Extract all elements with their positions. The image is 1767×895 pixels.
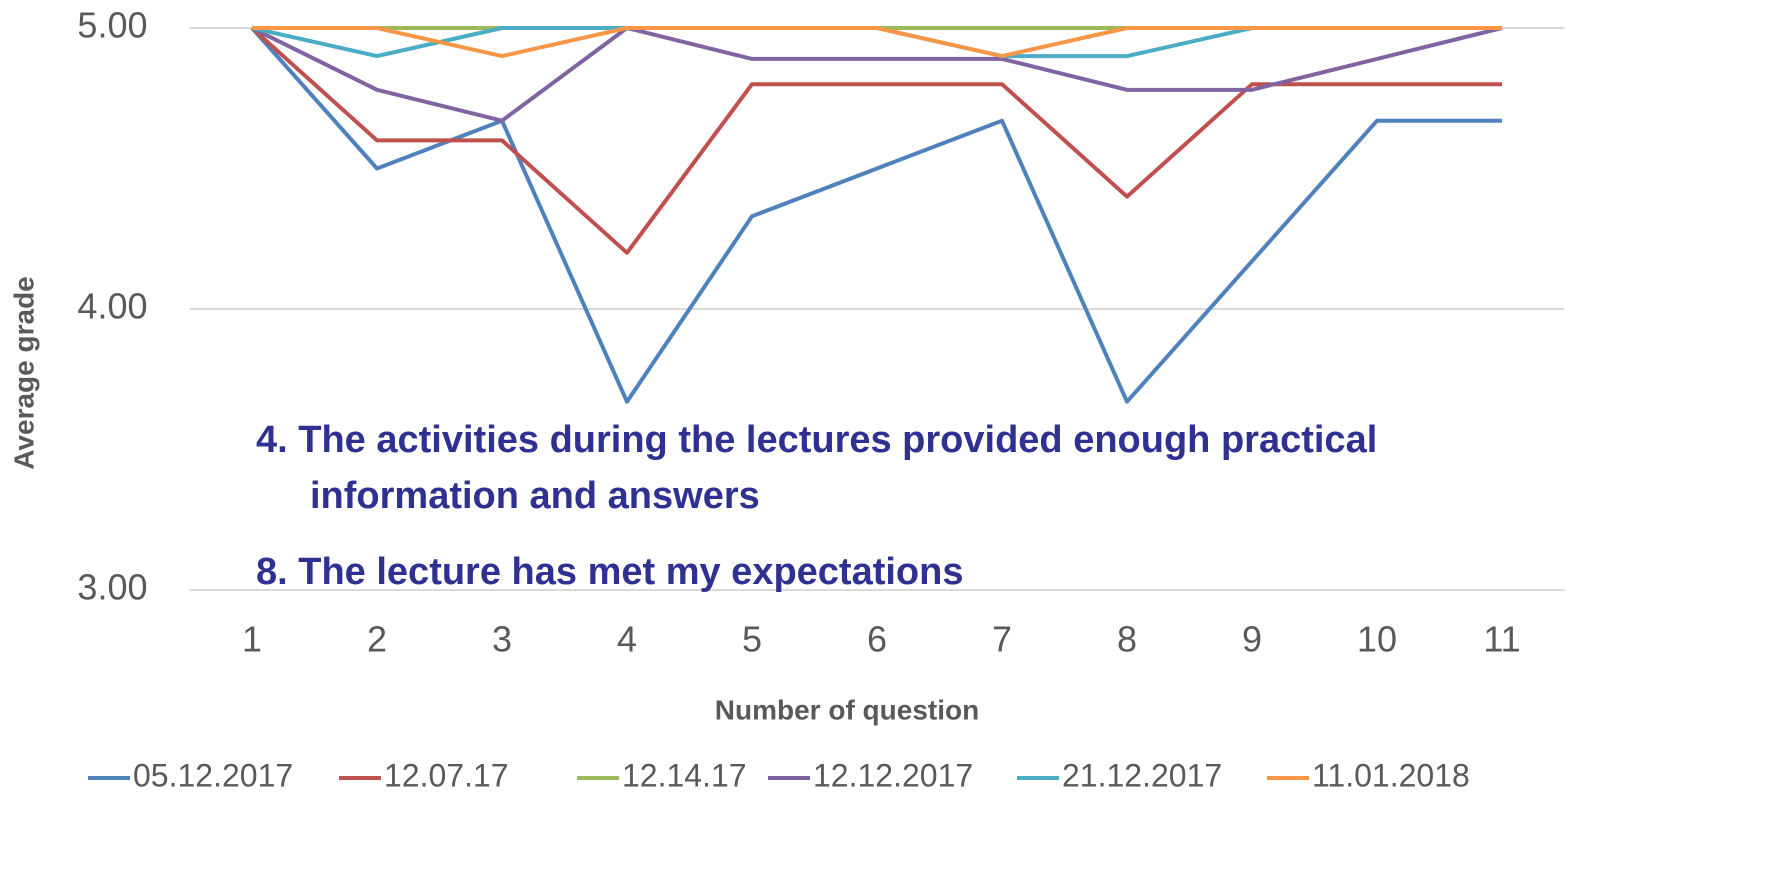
legend-label: 05.12.2017 <box>133 757 293 793</box>
x-tick-label: 4 <box>617 619 637 660</box>
annotation: information and answers <box>310 475 760 517</box>
legend-label: 12.07.17 <box>384 757 509 793</box>
series-line <box>250 26 1502 404</box>
x-tick-label: 5 <box>742 619 762 660</box>
y-tick-label: 4.00 <box>77 286 147 327</box>
series-line <box>251 26 1503 123</box>
x-tick-label: 2 <box>367 619 387 660</box>
series-line <box>250 26 1502 255</box>
x-axis-title: Number of question <box>715 694 979 725</box>
x-tick-label: 6 <box>867 619 887 660</box>
x-tick-label: 3 <box>492 619 512 660</box>
legend-label: 12.14.17 <box>622 757 747 793</box>
x-tick-label: 1 <box>242 619 262 660</box>
x-tick-label: 10 <box>1357 619 1397 660</box>
x-tick-label: 9 <box>1242 619 1262 660</box>
legend-label: 12.12.2017 <box>813 757 973 793</box>
x-tick-label: 11 <box>1483 619 1520 660</box>
x-tick-label: 7 <box>992 619 1012 660</box>
y-tick-label: 3.00 <box>77 567 147 608</box>
series-line <box>252 26 1502 59</box>
annotation: 4. The activities during the lectures pr… <box>256 419 1377 461</box>
annotation: 8. The lecture has met my expectations <box>256 551 964 593</box>
x-tick-label: 8 <box>1117 619 1137 660</box>
legend-label: 11.01.2018 <box>1312 757 1470 793</box>
legend-label: 21.12.2017 <box>1062 757 1222 793</box>
y-tick-label: 5.00 <box>77 5 147 46</box>
y-axis-title: Average grade <box>8 276 39 470</box>
